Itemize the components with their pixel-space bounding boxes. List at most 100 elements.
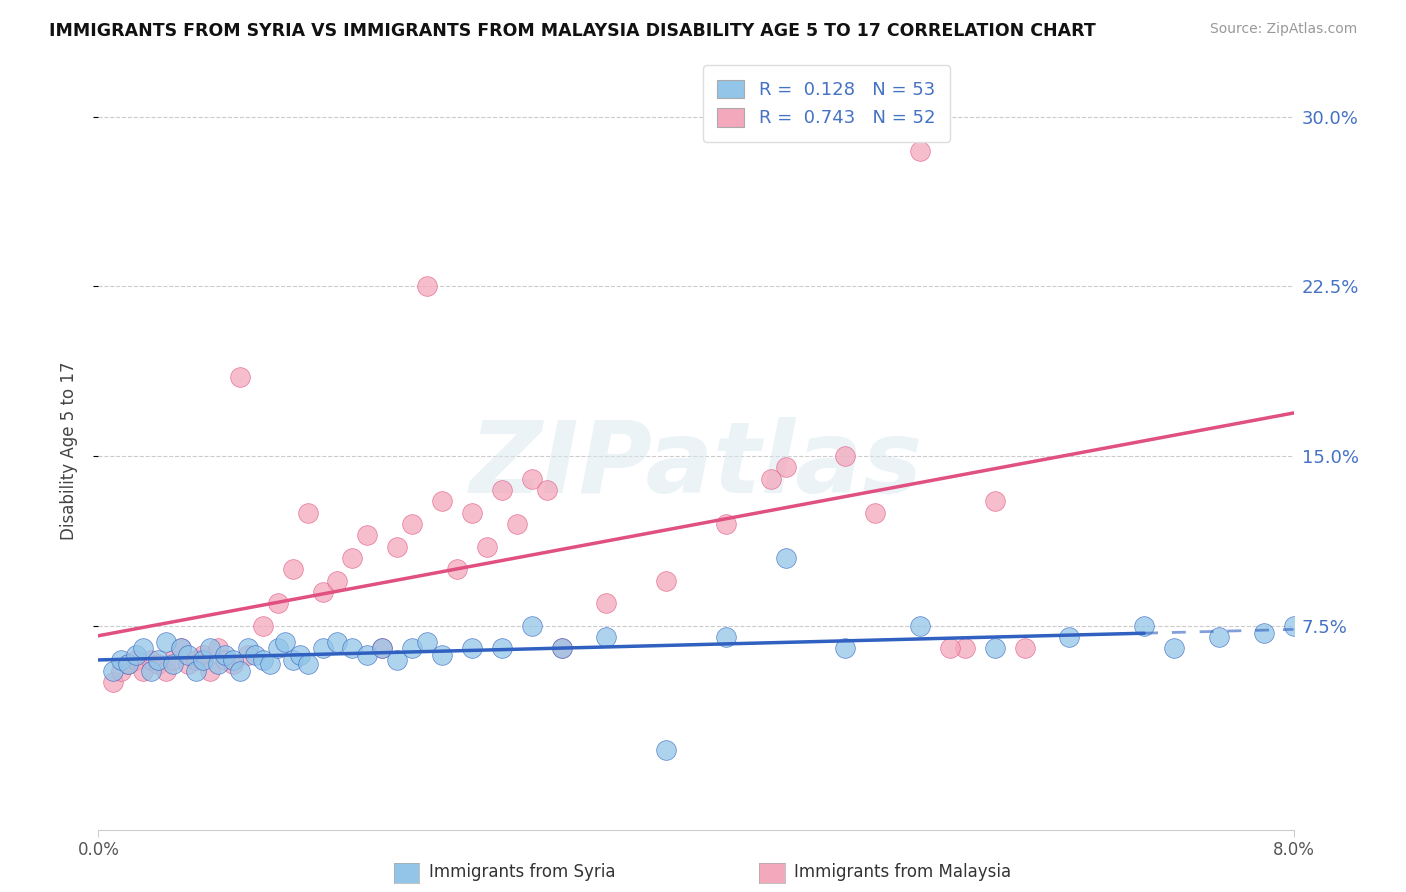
Text: Immigrants from Syria: Immigrants from Syria: [429, 863, 616, 881]
Point: [311, 585, 333, 599]
Point: [200, 641, 222, 656]
Point: [371, 641, 394, 656]
Legend: R =  0.128   N = 53, R =  0.743   N = 52: R = 0.128 N = 53, R = 0.743 N = 52: [703, 65, 950, 142]
Point: [1014, 641, 1036, 656]
Point: [177, 648, 200, 663]
Point: [207, 657, 229, 672]
Point: [939, 641, 962, 656]
Point: [184, 664, 207, 678]
Text: Immigrants from Malaysia: Immigrants from Malaysia: [794, 863, 1011, 881]
Point: [148, 653, 170, 667]
Point: [371, 641, 394, 656]
Point: [236, 648, 259, 663]
Point: [200, 664, 222, 678]
Point: [214, 653, 236, 667]
Point: [169, 641, 191, 656]
Point: [288, 648, 311, 663]
Point: [461, 641, 484, 656]
Point: [326, 574, 349, 588]
Y-axis label: Disability Age 5 to 17: Disability Age 5 to 17: [59, 361, 77, 540]
Point: [1133, 619, 1156, 633]
Point: [775, 460, 797, 475]
Point: [491, 641, 513, 656]
Point: [229, 370, 252, 384]
Point: [430, 648, 453, 663]
Point: [125, 648, 148, 663]
Point: [162, 653, 184, 667]
Point: [714, 630, 737, 644]
Point: [342, 551, 364, 566]
Point: [191, 653, 214, 667]
Point: [520, 472, 543, 486]
Point: [430, 494, 453, 508]
Point: [1253, 625, 1275, 640]
Point: [110, 653, 132, 667]
Point: [311, 641, 333, 656]
Point: [267, 641, 290, 656]
Point: [953, 641, 976, 656]
Point: [595, 596, 617, 610]
Point: [297, 506, 319, 520]
Point: [297, 657, 319, 672]
Point: [326, 634, 349, 648]
Point: [1208, 630, 1230, 644]
Point: [550, 641, 572, 656]
Point: [834, 641, 856, 656]
Point: [1163, 641, 1185, 656]
Point: [103, 675, 125, 690]
Point: [274, 634, 297, 648]
Point: [506, 516, 529, 531]
Point: [491, 483, 513, 497]
Point: [759, 472, 782, 486]
Point: [191, 648, 214, 663]
Point: [385, 540, 409, 554]
Point: [475, 540, 498, 554]
Point: [184, 653, 207, 667]
Point: [148, 657, 170, 672]
Point: [103, 664, 125, 678]
Point: [416, 279, 439, 293]
Point: [865, 506, 887, 520]
Point: [655, 574, 678, 588]
Point: [207, 641, 229, 656]
Point: [236, 641, 259, 656]
Point: [655, 743, 678, 757]
Point: [222, 657, 245, 672]
Point: [139, 653, 162, 667]
Point: [139, 664, 162, 678]
Point: [125, 653, 148, 667]
Text: ZIPatlas: ZIPatlas: [470, 417, 922, 514]
Point: [984, 641, 1007, 656]
Point: [714, 516, 737, 531]
Point: [252, 653, 274, 667]
Point: [908, 619, 931, 633]
Point: [908, 144, 931, 158]
Point: [446, 562, 468, 576]
Point: [984, 494, 1007, 508]
Point: [252, 619, 274, 633]
Point: [775, 551, 797, 566]
Point: [356, 528, 378, 542]
Point: [401, 516, 423, 531]
Point: [536, 483, 558, 497]
Point: [385, 653, 409, 667]
Point: [416, 634, 439, 648]
Point: [155, 634, 177, 648]
Point: [117, 657, 139, 672]
Point: [214, 648, 236, 663]
Point: [401, 641, 423, 656]
Point: [267, 596, 290, 610]
Point: [117, 657, 139, 672]
Point: [177, 657, 200, 672]
Point: [834, 449, 856, 463]
Point: [155, 664, 177, 678]
Point: [281, 562, 304, 576]
Point: [259, 657, 281, 672]
Point: [595, 630, 617, 644]
Point: [1059, 630, 1081, 644]
Point: [162, 657, 184, 672]
Point: [229, 664, 252, 678]
Point: [1282, 619, 1305, 633]
Point: [550, 641, 572, 656]
Point: [222, 653, 245, 667]
